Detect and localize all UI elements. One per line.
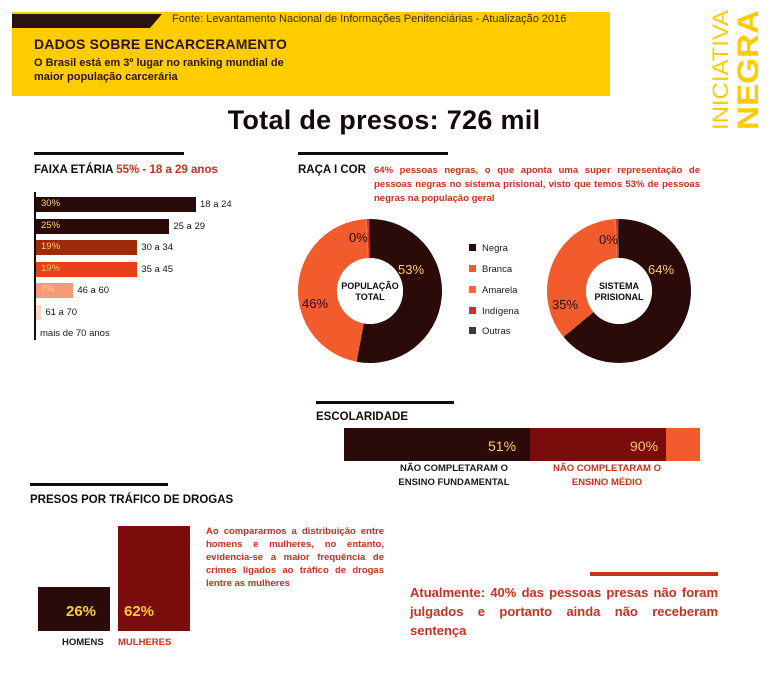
drug-bar-value: 26% [66, 603, 97, 620]
age-category-label: mais de 70 anos [40, 328, 110, 339]
note-text: Atualmente: 40% das pessoas presas não f… [410, 585, 718, 638]
legend-item: Outras [469, 326, 511, 338]
donut-slice-branca [547, 219, 617, 337]
donut-populacao-total [297, 219, 442, 363]
donut-slice-outras [617, 219, 619, 259]
donut-slice-indígena [615, 219, 619, 259]
source-text: Fonte: Levantamento Nacional de Informaç… [172, 13, 567, 25]
school-pct-medio: 90% [630, 438, 659, 454]
donut1-indigena-pct: 0% [349, 230, 368, 245]
drug-bar-value: 62% [124, 603, 155, 620]
banner-title: DADOS SOBRE ENCARCERAMENTO [34, 36, 288, 52]
donut-slice-indígena [366, 219, 370, 259]
age-label: FAIXA ETÁRIA [34, 164, 114, 176]
banner-subtitle: O Brasil está em 3º lugar no ranking mun… [34, 57, 284, 83]
age-bar-value: 7% [41, 284, 55, 295]
logo-line1: INICIATIVA [708, 10, 733, 130]
legend-item: Negra [469, 243, 508, 255]
school-bar-medio [530, 428, 666, 461]
age-bar-value: 19% [41, 262, 61, 274]
donut2-indigena-pct: 0% [599, 232, 618, 247]
donut-hole [337, 258, 403, 324]
age-axis [34, 192, 36, 340]
age-bar: 19% [36, 261, 138, 277]
age-category-label: 35 a 45 [141, 263, 174, 275]
donut-slice-branca [297, 219, 368, 362]
age-category-label: 18 a 24 [200, 199, 232, 210]
legend-label: Outras [482, 326, 511, 337]
drug-bar-mulheres [118, 526, 190, 631]
donut1-label: POPULAÇÃO TOTAL [341, 281, 399, 302]
age-bar-value: 25% [41, 219, 61, 231]
legend-item: Indígena [469, 306, 519, 318]
legend-label: Negra [482, 243, 508, 254]
legend-item: Amarela [469, 285, 517, 297]
legend-label: Amarela [482, 285, 518, 296]
school-rule [316, 401, 454, 404]
iniciativa-negra-logo: INICIATIVA NEGRA [708, 10, 764, 130]
donut1-branca-pct: 46% [302, 296, 329, 311]
age-category-label: 46 a 60 [77, 285, 110, 296]
legend-label: Indígena [482, 306, 519, 317]
note-rule [590, 572, 718, 576]
drugs-rule [30, 483, 168, 486]
school-pct-fundamental: 51% [488, 438, 517, 454]
legend-swatch [469, 307, 476, 314]
donut2-negra-pct: 64% [648, 262, 675, 277]
race-rule [298, 152, 448, 155]
age-highlight: 55% - 18 a 29 anos [116, 164, 218, 176]
school-heading: ESCOLARIDADE [316, 411, 409, 423]
drugs-heading: PRESOS POR TRÁFICO DE DROGAS [30, 494, 234, 506]
drug-label-mulheres: MULHERES [118, 637, 172, 648]
age-bar [36, 304, 42, 320]
legend-item: Branca [469, 264, 512, 276]
legend-swatch [469, 244, 476, 251]
age-bar-value: 30% [41, 198, 61, 209]
legend-swatch [469, 265, 476, 272]
banner-stripe [12, 14, 162, 28]
donut-slice-negra [563, 219, 691, 363]
legend-label: Branca [482, 264, 513, 275]
age-category-label: 30 a 34 [141, 242, 174, 253]
donut-hole [586, 258, 652, 324]
school-bar-fundamental [344, 428, 530, 461]
age-category-label: 25 a 29 [173, 220, 206, 232]
donut2-label: SISTEMA PRISIONAL [594, 281, 644, 302]
race-heading: RAÇA I COR [298, 164, 366, 176]
school-label-fundamental: NÃO COMPLETARAM O ENSINO FUNDAMENTAL [398, 463, 510, 488]
donut-slice-negra [356, 219, 442, 363]
donut1-negra-pct: 53% [398, 262, 425, 277]
age-bar: 19% [36, 240, 138, 255]
age-bar: 25% [36, 218, 170, 234]
donut-sistema-prisional [547, 219, 691, 363]
age-category-label: 61 a 70 [45, 306, 78, 318]
age-bar: 30% [36, 197, 196, 212]
age-rule [34, 152, 184, 155]
drugs-description: Ao compararmos a distribuição entre home… [206, 526, 384, 589]
age-bar: 7% [36, 283, 74, 298]
school-label-medio: NÃO COMPLETARAM O ENSINO MÉDIO [552, 463, 661, 488]
donut-slice-amarela [614, 219, 618, 259]
race-description: 64% pessoas negras, o que aponta uma sup… [374, 165, 700, 204]
drug-label-homens: HOMENS [62, 637, 104, 648]
legend-swatch [469, 286, 476, 293]
legend-swatch [469, 327, 476, 334]
school-bar-remainder [666, 428, 700, 461]
donut-slice-amarela [365, 219, 369, 259]
donut-slice-outras [368, 219, 370, 259]
donut2-branca-pct: 35% [552, 297, 579, 312]
total-title: Total de presos: 726 mil [227, 105, 541, 135]
age-bar-value: 19% [41, 241, 61, 252]
drug-bar-homens [38, 586, 110, 631]
logo-line2: NEGRA [732, 10, 764, 130]
age-heading: FAIXA ETÁRIA 55% - 18 a 29 anos [34, 164, 218, 176]
